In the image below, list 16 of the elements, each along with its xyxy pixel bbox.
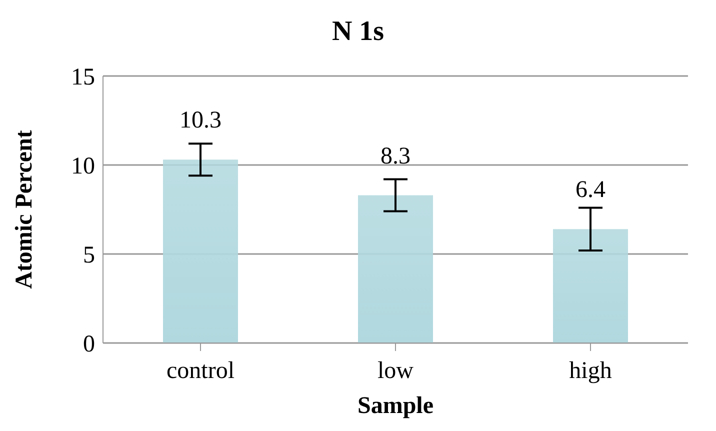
y-tick-label: 10 [71, 154, 95, 180]
y-tick-label: 5 [83, 242, 95, 269]
x-axis-title: Sample [357, 393, 434, 419]
y-axis-title: Atomic Percent [12, 130, 38, 289]
data-label: 10.3 [180, 108, 222, 134]
bar [553, 229, 628, 343]
data-label: 6.4 [576, 177, 606, 204]
data-label: 8.3 [380, 143, 410, 170]
chart-title: N 1s [330, 15, 386, 49]
y-tick-label: 0 [83, 332, 95, 358]
x-tick-label: low [378, 358, 414, 384]
bar [163, 160, 238, 343]
x-tick-label: control [166, 358, 235, 384]
y-tick-label: 15 [71, 64, 95, 91]
x-tick-label: high [569, 358, 612, 384]
bar [358, 195, 433, 343]
